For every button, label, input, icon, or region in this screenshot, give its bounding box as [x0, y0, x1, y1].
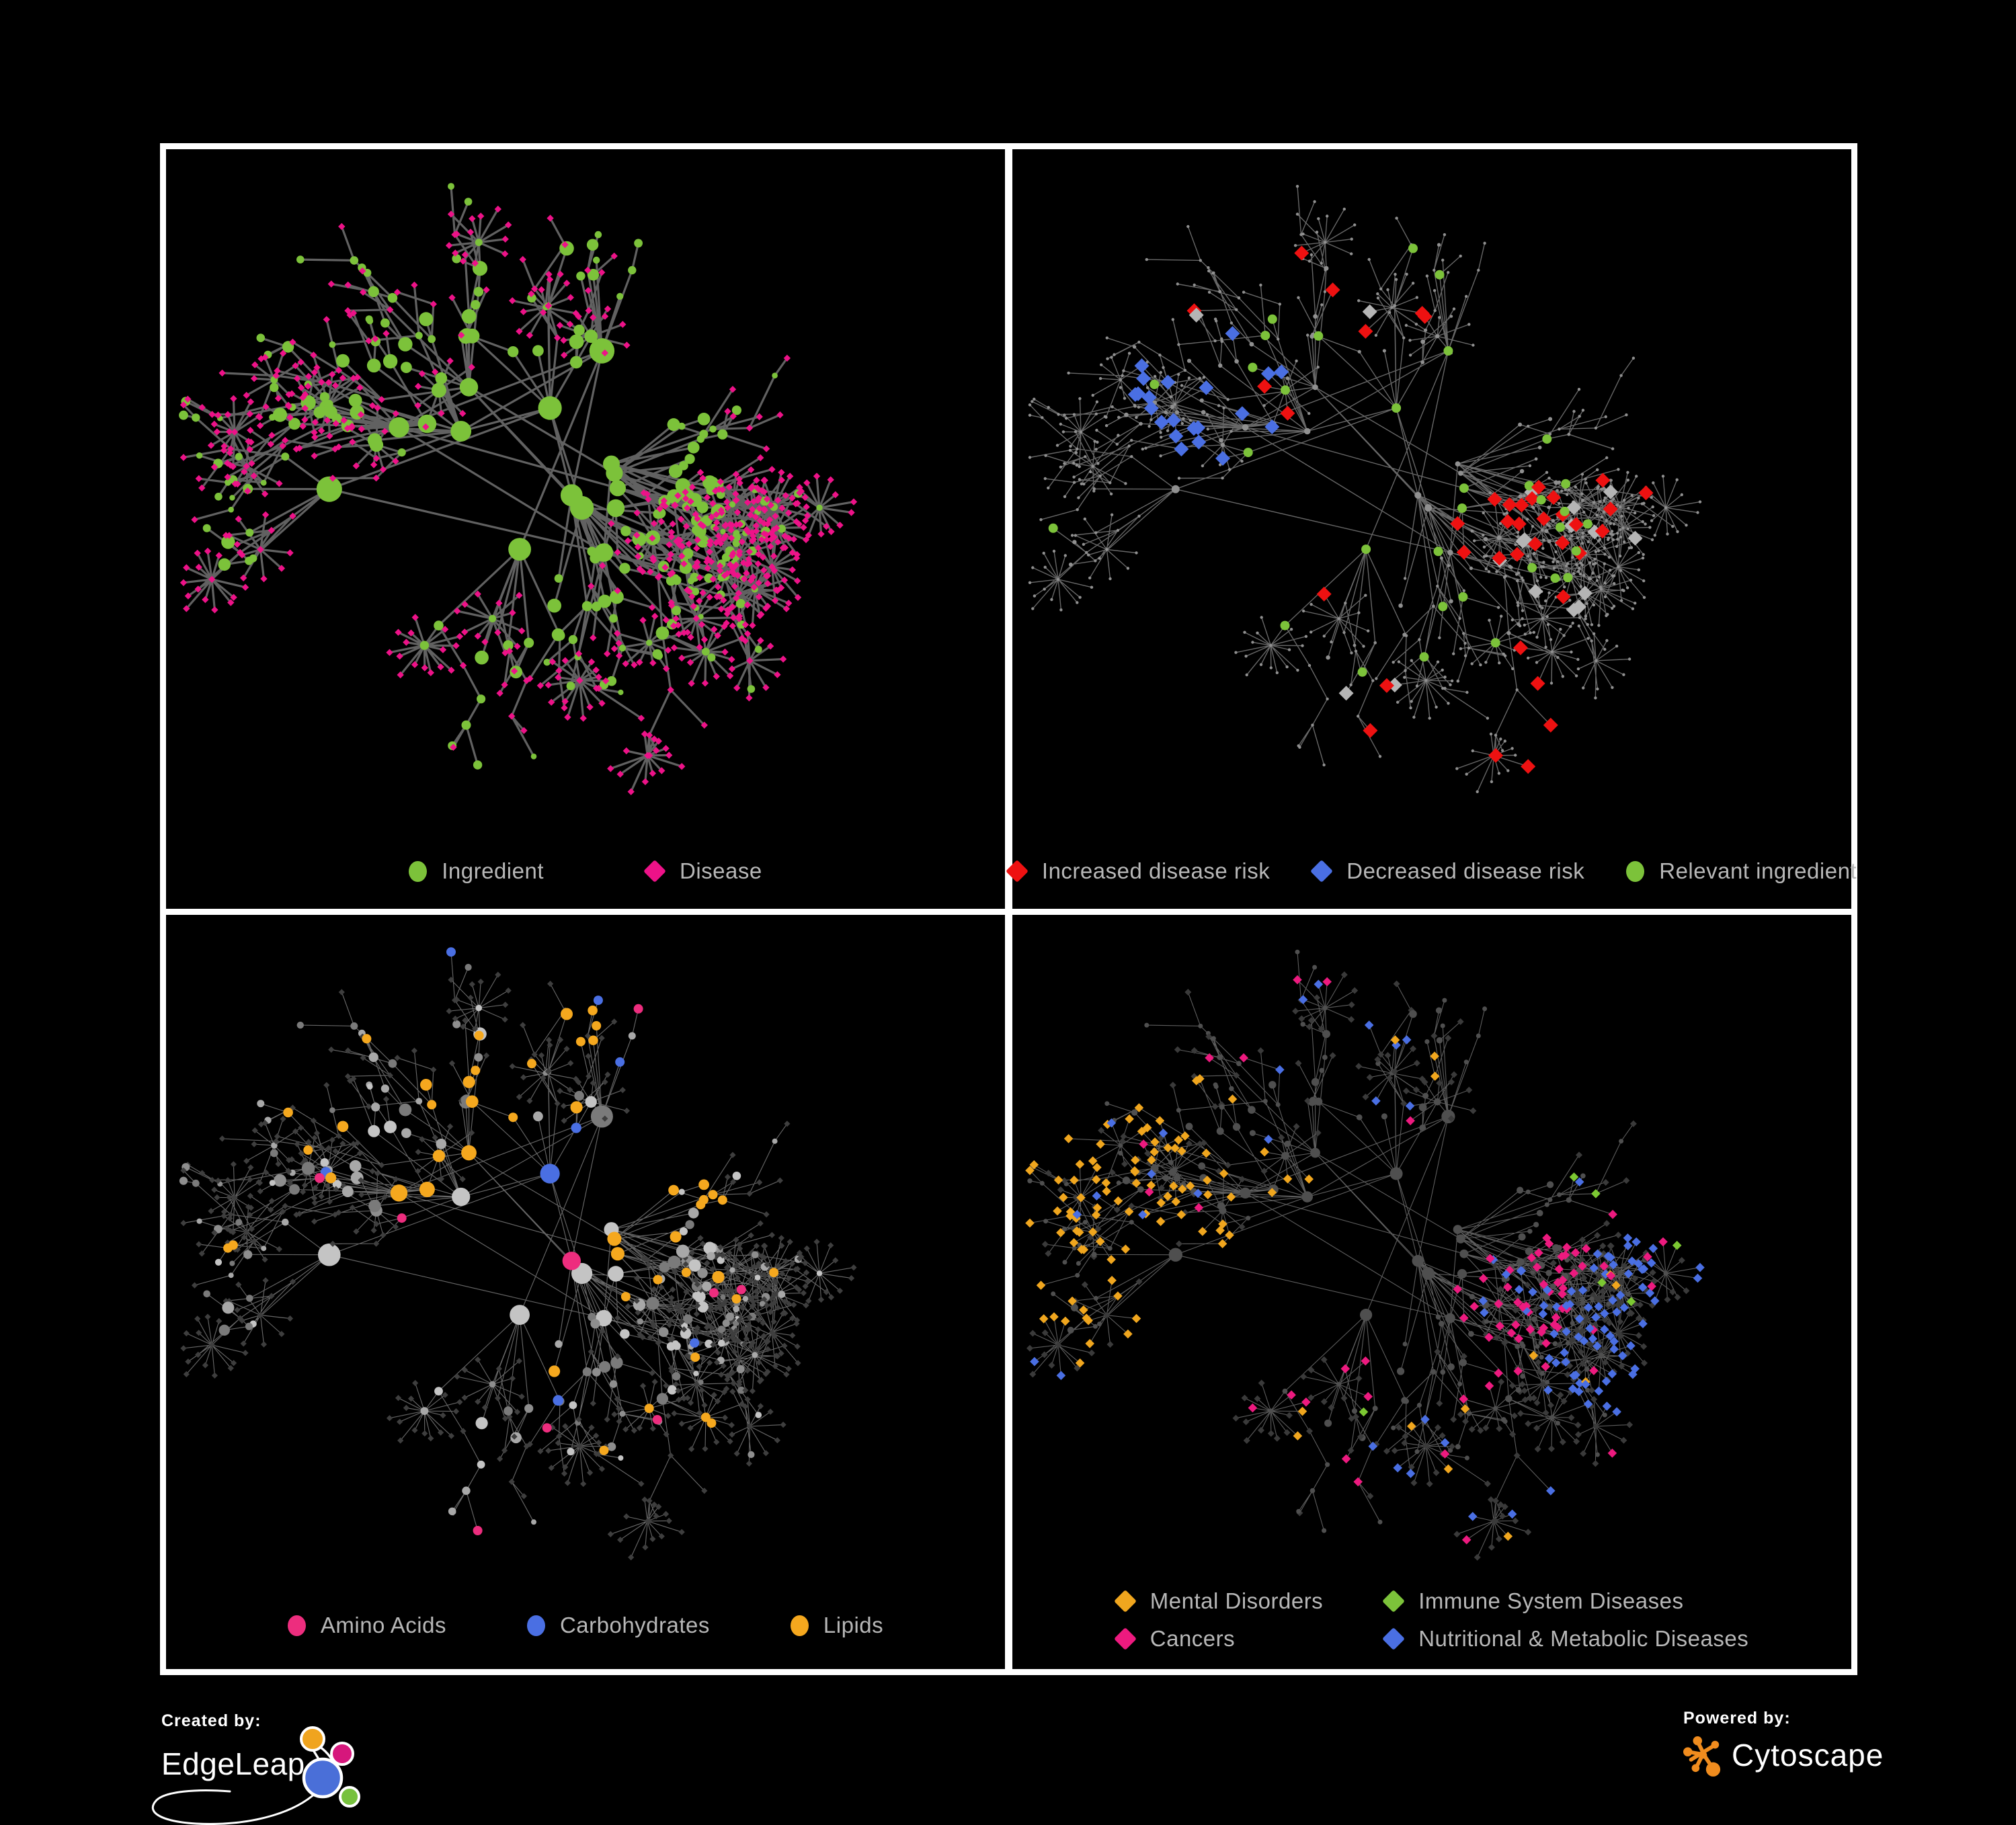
edgeleap-logo-text: EdgeLeap — [161, 1746, 305, 1781]
legend-label: Lipids — [823, 1613, 884, 1637]
legend-marker-diamond — [1382, 1590, 1406, 1613]
legend-marker-diamond — [1382, 1627, 1406, 1650]
legend-disease-classes: Mental Disorders Immune System Diseases Ca… — [1012, 1588, 1851, 1652]
legend-marker-diamond — [643, 860, 666, 883]
legend-marker-diamond — [1310, 860, 1334, 883]
panel-ingredient-disease-network: Ingredient Disease — [160, 143, 1011, 916]
legend-item-nutritional-metabolic-diseases: Nutritional & Metabolic Diseases — [1382, 1626, 1749, 1652]
legend-item-amino-acids: Amino Acids — [287, 1613, 446, 1638]
legend-item-increased-disease-risk: Increased disease risk — [1005, 858, 1271, 884]
legend-item-ingredient: Ingredient — [409, 858, 544, 884]
legend-marker-diamond — [1113, 1590, 1137, 1613]
powered-by-label: Powered by: — [1683, 1709, 1791, 1728]
created-by-block: Created by: EdgeLeap — [151, 1711, 538, 1825]
legend-label: Disease — [680, 858, 762, 883]
legend-label: Decreased disease risk — [1346, 858, 1585, 883]
network-graph-disease-risk — [1028, 185, 1702, 793]
legend-label: Increased disease risk — [1041, 858, 1271, 883]
legend-label: Relevant ingredient — [1659, 858, 1857, 883]
legend-marker-circle — [526, 1615, 545, 1636]
network-graph-disease-classes — [1025, 949, 1705, 1561]
network-graph-nutrient-classes — [179, 947, 857, 1561]
legend-item-immune-system-diseases: Immune System Diseases — [1382, 1588, 1748, 1614]
legend-item-relevant-ingredient: Relevant ingredient — [1626, 858, 1857, 884]
legend-marker-circle — [287, 1615, 306, 1636]
legend-item-disease: Disease — [643, 858, 762, 884]
panel-disease-risk-network: Increased disease risk Decreased disease … — [1005, 143, 1857, 916]
panel-disease-classes-network: Mental Disorders Immune System Diseases Ca… — [1006, 909, 1857, 1675]
legend-marker-circle — [1626, 860, 1645, 882]
legend-marker-diamond — [1113, 1627, 1137, 1650]
legend-label: Immune System Diseases — [1418, 1588, 1684, 1613]
legend-label: Carbohydrates — [559, 1613, 710, 1637]
cytoscape-logo-icon — [1683, 1736, 1721, 1777]
legend-item-carbohydrates: Carbohydrates — [526, 1613, 710, 1638]
legend-item-decreased-disease-risk: Decreased disease risk — [1310, 858, 1585, 884]
legend-nutrient-classes: Amino Acids Carbohydrates Lipids — [166, 1613, 1005, 1638]
edgeleap-logo: EdgeLeap — [151, 1726, 484, 1825]
panel-nutrient-classes-network: Amino Acids Carbohydrates Lipids — [160, 909, 1011, 1675]
powered-by-block: Powered by: Cytosc — [1683, 1709, 1999, 1796]
created-by-label: Created by: — [161, 1711, 261, 1730]
legend-item-lipids: Lipids — [790, 1613, 884, 1638]
legend-label: Mental Disorders — [1150, 1588, 1324, 1613]
legend-marker-circle — [409, 860, 428, 882]
legend-marker-diamond — [1005, 860, 1029, 883]
legend-label: Cancers — [1150, 1626, 1236, 1651]
legend-disease-risk: Increased disease risk Decreased disease … — [1005, 858, 1857, 884]
legend-label: Amino Acids — [320, 1613, 446, 1637]
cytoscape-logo-text: Cytoscape — [1732, 1738, 1884, 1773]
edgeleap-logo-icon — [151, 1726, 360, 1825]
legend-label: Ingredient — [442, 858, 545, 883]
network-graph-ingredient-disease — [179, 183, 858, 795]
legend-ingredient-disease: Ingredient Disease — [166, 858, 1005, 884]
legend-item-cancers: Cancers — [1113, 1626, 1323, 1652]
legend-label: Nutritional & Metabolic Diseases — [1418, 1626, 1749, 1651]
legend-marker-circle — [790, 1615, 809, 1636]
legend-item-mental-disorders: Mental Disorders — [1113, 1588, 1324, 1614]
